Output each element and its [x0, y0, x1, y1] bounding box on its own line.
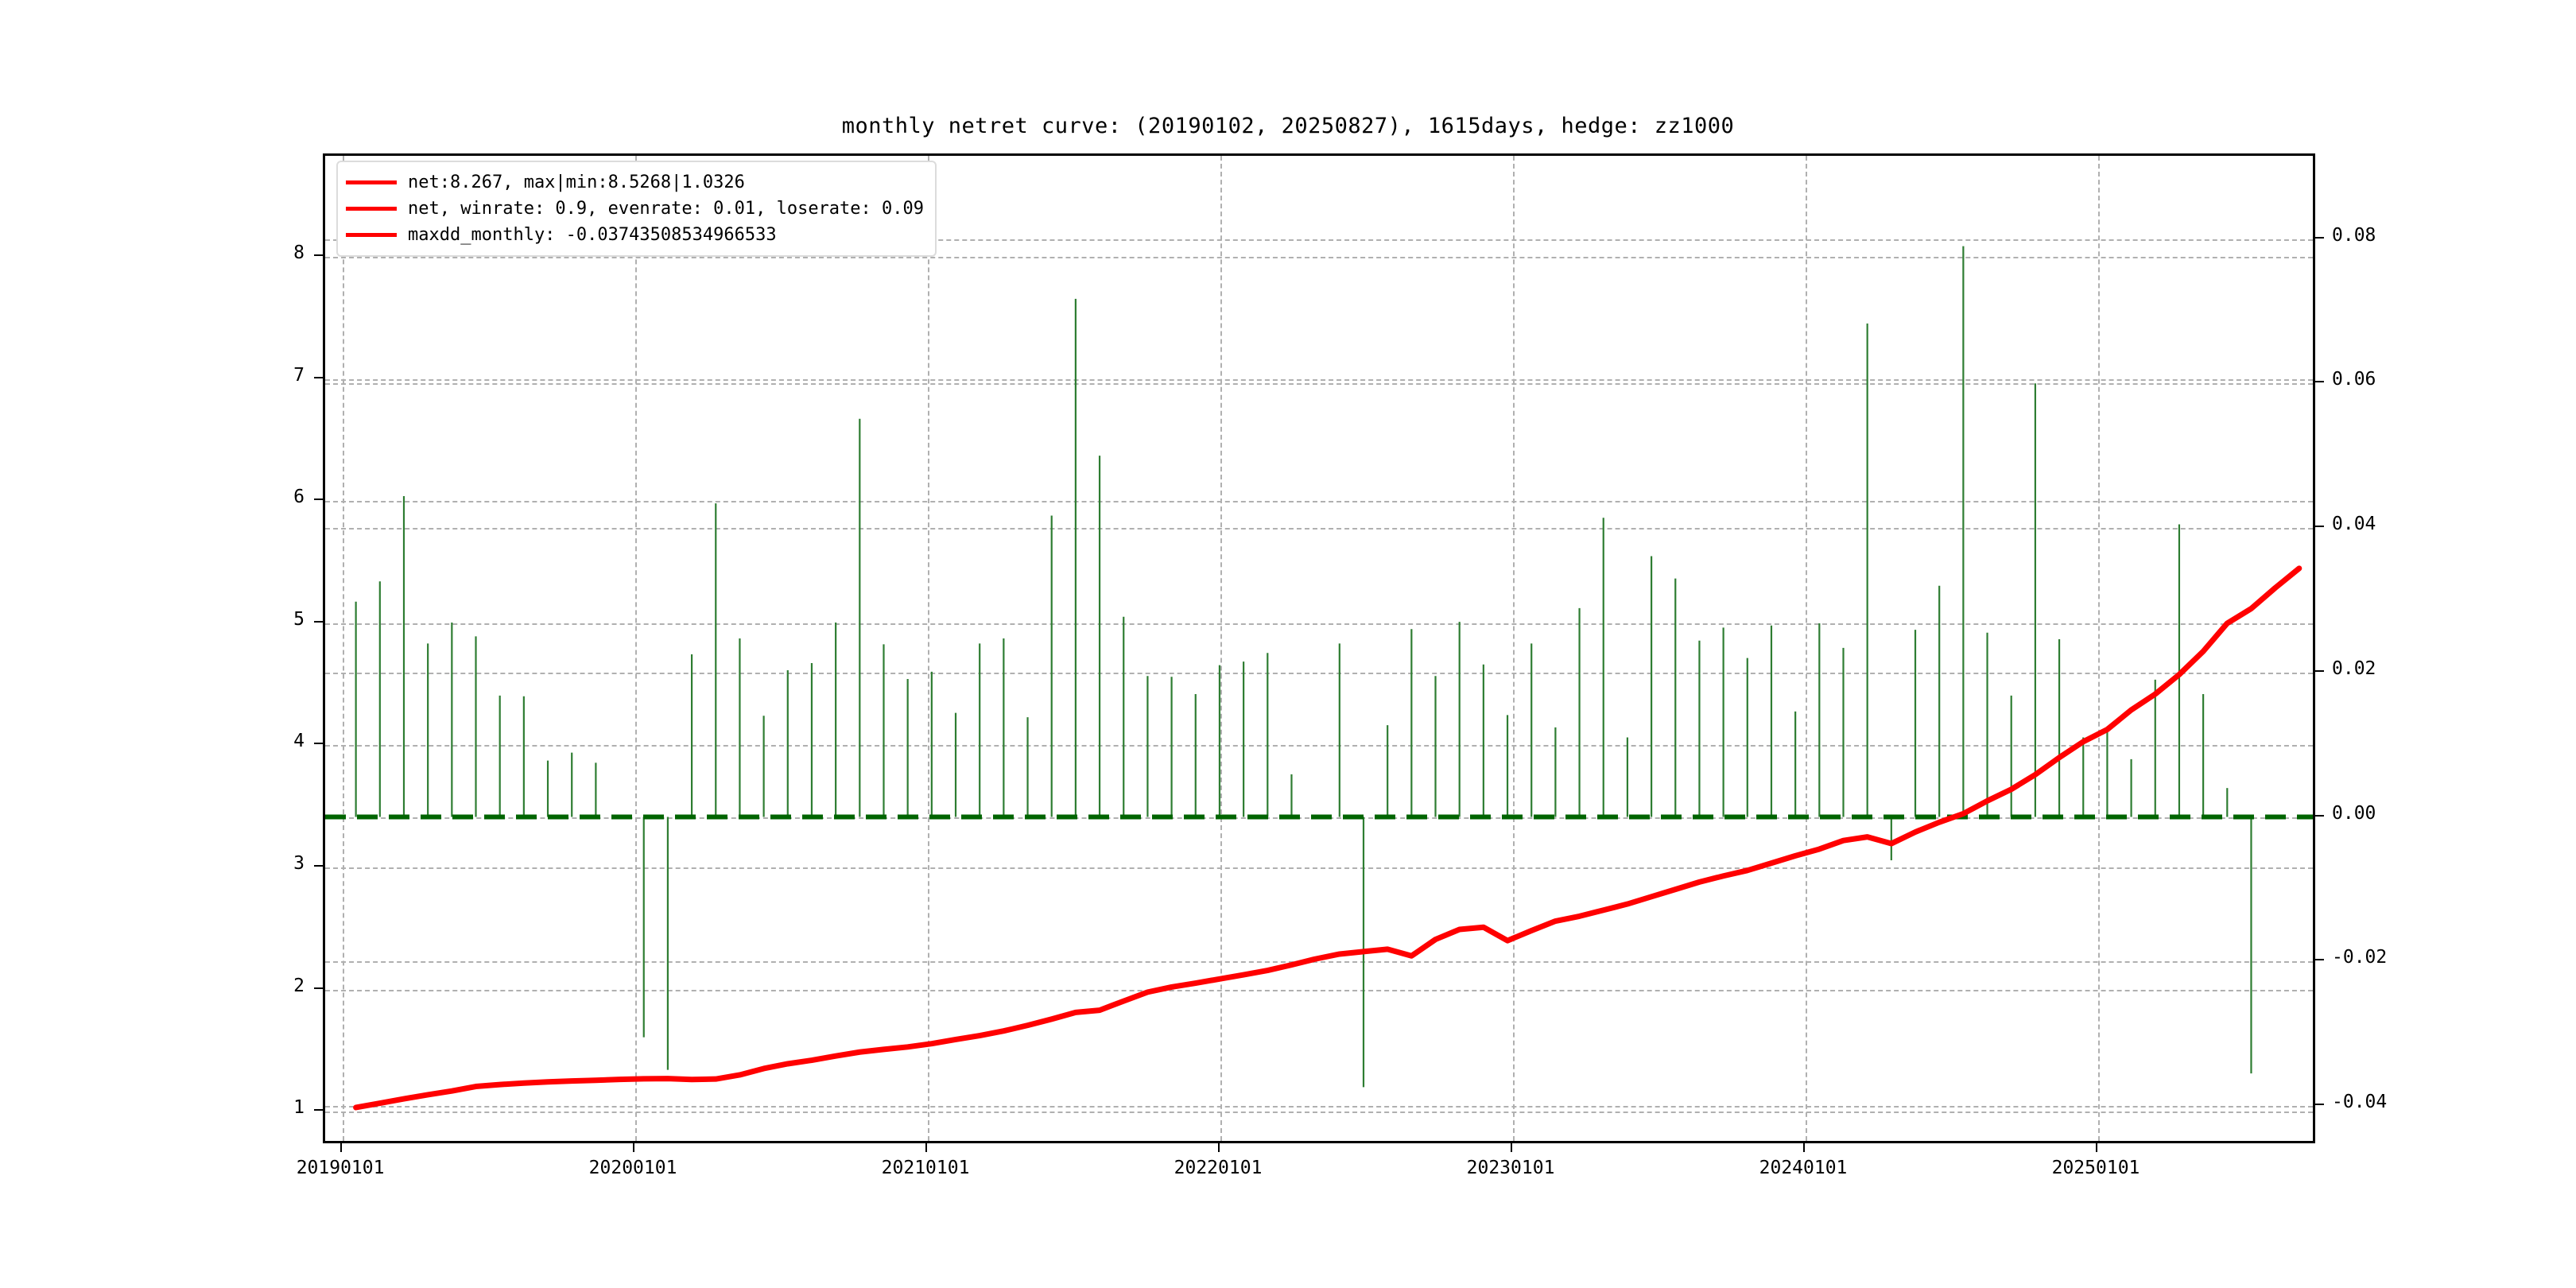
y-axis-right-tickmark [2315, 669, 2324, 672]
x-axis-tick-label: 20250101 [2051, 1158, 2140, 1178]
y-axis-right-tick-label: 0.04 [2332, 514, 2376, 534]
legend-label-net: net:8.267, max|min:8.5268|1.0326 [408, 173, 745, 192]
y-axis-left-tickmark [314, 254, 323, 257]
x-axis-tickmark [1511, 1143, 1513, 1152]
gridline-horizontal-left [325, 378, 2313, 381]
legend-line-swatch-maxdd [346, 233, 397, 237]
y-axis-right-tickmark [2315, 526, 2324, 527]
y-axis-right-tick-label: -0.02 [2332, 947, 2388, 968]
y-axis-left-tick-label: 8 [293, 242, 305, 264]
y-axis-right-tick-label: 0.02 [2332, 658, 2376, 679]
y-axis-right-tick-label: 0.06 [2332, 369, 2376, 390]
gridline-horizontal-left [325, 501, 2313, 503]
legend-item[interactable]: net, winrate: 0.9, evenrate: 0.01, loser… [346, 196, 924, 222]
gridline-horizontal-right [325, 1106, 2313, 1108]
legend-line-swatch-net [346, 180, 397, 184]
x-axis-tickmark [925, 1143, 928, 1152]
x-axis-tickmark [340, 1143, 343, 1152]
gridline-horizontal-left [325, 623, 2313, 625]
legend-item[interactable]: maxdd_monthly: -0.03743508534966533 [346, 222, 924, 248]
gridline-horizontal-left [325, 257, 2313, 259]
legend: net:8.267, max|min:8.5268|1.0326 net, wi… [336, 161, 937, 257]
monthly-netret-bars [355, 246, 2252, 1088]
y-axis-left-tick-label: 2 [293, 975, 305, 996]
gridline-vertical [1513, 156, 1515, 1141]
gridline-vertical [928, 156, 930, 1141]
x-axis-tickmark [2096, 1143, 2097, 1152]
y-axis-left-tick-label: 3 [293, 852, 305, 874]
page-title: monthly netret curve: (20190102, 2025082… [841, 114, 1735, 138]
x-axis-tick-label: 20240101 [1759, 1158, 1848, 1178]
y-axis-left-tickmark [314, 1109, 323, 1111]
x-axis-tickmark [1218, 1143, 1220, 1152]
y-axis-left-tickmark [314, 864, 323, 867]
y-axis-right-tickmark [2315, 1104, 2324, 1106]
x-axis-tick-label: 20210101 [881, 1158, 970, 1178]
gridline-horizontal-left [325, 989, 2313, 991]
series-canvas [325, 246, 2313, 1111]
legend-label-winrate: net, winrate: 0.9, evenrate: 0.01, loser… [408, 199, 925, 219]
y-axis-left-tick-label: 6 [293, 487, 305, 508]
gridline-vertical [2098, 156, 2100, 1141]
y-axis-left-tick-label: 4 [293, 731, 305, 752]
x-axis-tick-label: 20200101 [588, 1158, 677, 1178]
gridline-horizontal-right [325, 672, 2313, 674]
gridline-horizontal-left [325, 745, 2313, 747]
gridline-vertical [1806, 156, 1808, 1141]
plot-area [323, 153, 2315, 1143]
plot-inner [325, 156, 2313, 1141]
net-curve-line [353, 565, 2302, 1111]
gridline-vertical [635, 156, 638, 1141]
x-axis-tickmark [1803, 1143, 1806, 1152]
legend-item[interactable]: net:8.267, max|min:8.5268|1.0326 [346, 169, 924, 196]
y-axis-left-tick-label: 1 [293, 1097, 305, 1119]
y-axis-left-tickmark [314, 620, 323, 623]
y-axis-right-tickmark [2315, 814, 2324, 817]
y-axis-right-tickmark [2315, 959, 2324, 961]
x-axis-tickmark [633, 1143, 635, 1152]
gridline-vertical [1220, 156, 1223, 1141]
gridline-horizontal-left [325, 867, 2313, 869]
legend-label-maxdd: maxdd_monthly: -0.03743508534966533 [408, 225, 777, 245]
y-axis-left-tickmark [314, 499, 323, 501]
gridline-horizontal-right [325, 239, 2313, 241]
legend-line-swatch-winrate [346, 207, 397, 211]
y-axis-right-tickmark [2315, 381, 2324, 383]
x-axis-tick-label: 20220101 [1174, 1158, 1263, 1178]
gridline-horizontal-right [325, 383, 2313, 386]
gridline-horizontal-left [325, 1111, 2313, 1114]
gridline-horizontal-right [325, 961, 2313, 964]
y-axis-right-tick-label: 0.08 [2332, 224, 2376, 246]
y-axis-right-tick-label: -0.04 [2332, 1092, 2388, 1113]
x-axis-tick-label: 20230101 [1466, 1158, 1555, 1178]
gridline-vertical [343, 156, 345, 1141]
gridline-horizontal-right [325, 528, 2313, 530]
y-axis-left-tickmark [314, 376, 323, 378]
y-axis-right-tickmark [2315, 236, 2324, 239]
y-axis-left-tickmark [314, 987, 323, 989]
y-axis-left-tickmark [314, 743, 323, 745]
x-axis-tick-label: 20190101 [296, 1158, 385, 1178]
y-axis-left-tick-label: 5 [293, 608, 305, 630]
y-axis-left-tick-label: 7 [293, 364, 305, 386]
y-axis-right-tick-label: 0.00 [2332, 802, 2376, 824]
